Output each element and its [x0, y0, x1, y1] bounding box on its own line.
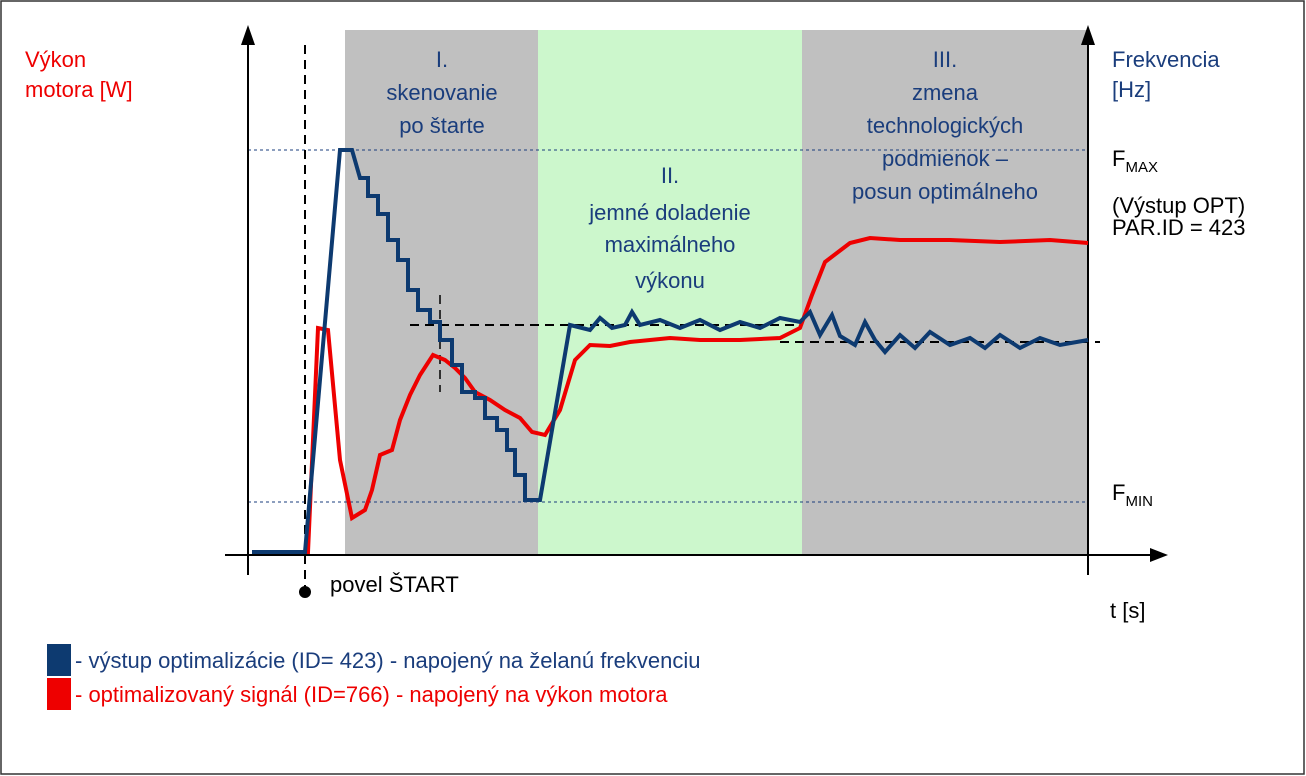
right-axis-label: [Hz]: [1112, 77, 1151, 102]
power-curve: [252, 235, 1089, 554]
legend-entry: - optimalizovaný signál (ID=766) - napoj…: [75, 682, 668, 707]
f-max-main: F: [1112, 146, 1125, 171]
f-min-main: F: [1112, 480, 1125, 505]
phase-label: II.: [661, 163, 679, 188]
phase-label: jemné doladenie: [588, 200, 750, 225]
arrowheads: [241, 25, 1168, 562]
left-axis-label: Výkon: [25, 47, 86, 72]
phase-label: III.: [933, 47, 957, 72]
limit-lines: [248, 149, 1088, 503]
phase-label: maximálneho: [605, 232, 736, 257]
phase-label: technologických: [867, 113, 1024, 138]
phase-region: [538, 30, 802, 555]
phase-label: posun optimálneho: [852, 179, 1038, 204]
phase-label: zmena: [912, 80, 979, 105]
phase-label: skenovanie: [386, 80, 497, 105]
phase-labels: I. skenovanie po štarte II. jemné dolade…: [386, 47, 1038, 293]
phase-label: výkonu: [635, 268, 705, 293]
phase-label: podmienok –: [882, 146, 1009, 171]
time-label: t [s]: [1110, 598, 1145, 623]
start-label: povel ŠTART: [330, 572, 459, 597]
legend-swatch: [47, 644, 71, 676]
f-min-label: FMIN: [1112, 480, 1153, 510]
frequency-curve: [252, 148, 1089, 554]
start-dot: [299, 586, 311, 598]
left-axis-label: motora [W]: [25, 77, 133, 102]
legend-swatch: [47, 678, 71, 710]
phase-region: [802, 30, 1088, 555]
f-min-sub: MIN: [1125, 493, 1153, 510]
f-max-sub: MAX: [1125, 159, 1158, 176]
right-axis-label: Frekvencia: [1112, 47, 1220, 72]
output-note: PAR.ID = 423: [1112, 215, 1246, 240]
output-note: (Výstup OPT): [1112, 193, 1245, 218]
axes: [225, 35, 1160, 575]
f-max-label: FMAX: [1112, 146, 1158, 176]
phase-label: I.: [436, 47, 448, 72]
guide-lines: [304, 45, 1100, 588]
phase-label: po štarte: [399, 113, 485, 138]
legend-entry: - výstup optimalizácie (ID= 423) - napoj…: [75, 648, 701, 673]
